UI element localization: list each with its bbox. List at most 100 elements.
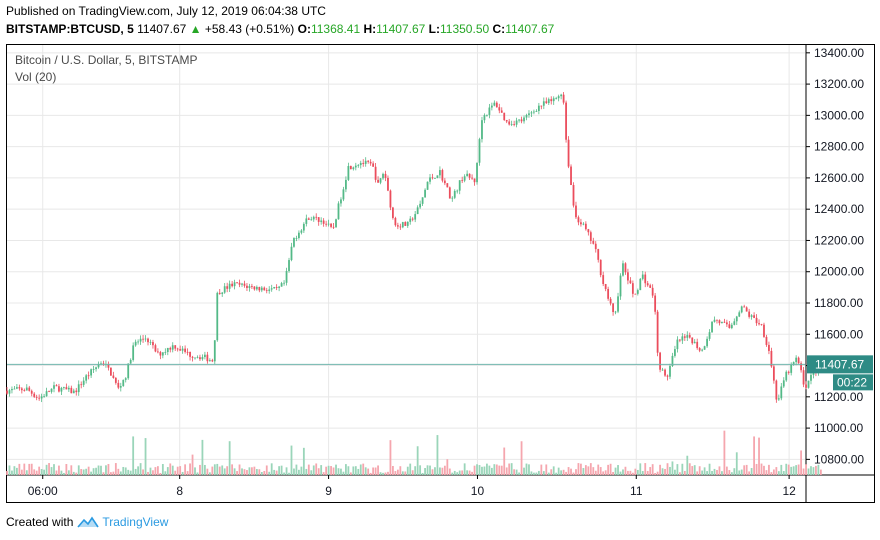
candle-body	[505, 120, 508, 122]
candle-body	[258, 286, 261, 291]
candle-body	[416, 207, 419, 215]
candle-body	[60, 387, 63, 392]
candle-body	[614, 311, 617, 313]
candle-body	[473, 178, 476, 183]
candle-body	[50, 388, 53, 392]
candle-body	[597, 249, 600, 260]
candle-body	[310, 219, 313, 221]
candle-body	[706, 338, 708, 347]
volume-bar	[498, 465, 501, 475]
x-tick-label: 06:00	[28, 484, 58, 498]
volume-bar	[191, 454, 194, 475]
candle-body	[374, 166, 377, 180]
candle-body	[646, 283, 649, 286]
volume-bar	[174, 470, 177, 475]
volume-bar	[738, 470, 741, 475]
candle-body	[602, 275, 605, 285]
volume-bar	[518, 472, 520, 475]
volume-bar	[760, 463, 763, 475]
volume-bar	[273, 469, 276, 475]
volume-bar	[132, 436, 135, 475]
candle-body	[322, 220, 325, 224]
volume-bar	[179, 466, 182, 475]
candle-body	[716, 319, 718, 321]
candle-body	[493, 102, 496, 106]
candle-body	[117, 382, 120, 388]
candle-body	[302, 223, 305, 231]
candle-body	[342, 189, 345, 200]
volume-bar	[693, 465, 696, 475]
candle-body	[320, 220, 323, 222]
candle-body	[738, 312, 741, 317]
candle-body	[528, 113, 530, 116]
candle-body	[293, 238, 295, 247]
candle-body	[263, 287, 266, 291]
volume-bar	[396, 469, 399, 475]
volume-bar	[431, 469, 434, 475]
candle-body	[218, 292, 221, 294]
candle-body	[354, 165, 357, 168]
candle-body	[782, 380, 785, 387]
candle-body	[513, 123, 516, 125]
y-tick-label: 13200.00	[814, 77, 864, 91]
volume-bar	[171, 465, 174, 475]
candle-body	[253, 286, 256, 290]
volume-bar	[394, 471, 397, 475]
candle-body	[735, 316, 738, 322]
candle-body	[728, 324, 731, 329]
volume-bar	[503, 447, 506, 475]
candle-body	[471, 177, 473, 179]
volume-bar	[340, 468, 342, 475]
candle-body	[711, 321, 713, 333]
high-label: H:	[363, 22, 377, 36]
volume-bar	[651, 464, 654, 475]
candle-body	[275, 287, 278, 288]
volume-bar	[770, 472, 773, 475]
volume-bar	[85, 468, 88, 475]
candle-body	[147, 338, 149, 343]
volume-bar	[594, 470, 597, 475]
chart-frame[interactable]	[6, 44, 875, 503]
volume-bar	[204, 464, 206, 475]
volume-bar	[500, 465, 503, 475]
volume-bar	[599, 467, 602, 475]
candle-body	[580, 222, 582, 225]
candle-body	[273, 287, 276, 289]
candle-body	[550, 99, 553, 102]
candle-body	[92, 369, 95, 370]
candle-body	[478, 139, 481, 163]
candle-body	[11, 389, 13, 391]
candle-body	[562, 94, 565, 103]
volume-bar	[735, 452, 738, 475]
candle-body	[280, 283, 283, 287]
volume-bar	[60, 470, 63, 475]
volume-bar	[293, 468, 295, 475]
volume-bar	[572, 472, 575, 475]
candle-body	[409, 218, 412, 222]
volume-bar	[367, 468, 370, 475]
candle-body	[676, 339, 679, 350]
candle-body	[777, 398, 780, 400]
volume-bar	[624, 466, 627, 475]
candle-body	[357, 165, 360, 166]
candle-body	[740, 306, 743, 313]
candle-body	[654, 295, 657, 312]
y-tick-label: 12600.00	[814, 171, 864, 185]
candle-body	[174, 345, 177, 349]
candle-body	[448, 187, 451, 199]
candle-body	[515, 120, 518, 125]
volume-bar	[112, 471, 115, 475]
volume-bar	[114, 463, 117, 475]
volume-bar	[725, 466, 728, 475]
candle-body	[154, 345, 157, 352]
volume-bar	[429, 465, 431, 475]
tradingview-brand-link[interactable]: TradingView	[102, 515, 169, 529]
volume-bar	[733, 468, 736, 475]
candle-body	[238, 282, 241, 285]
candle-body	[500, 110, 503, 113]
volume-bar	[619, 471, 622, 475]
volume-bar	[604, 470, 607, 475]
candle-body	[490, 105, 493, 108]
volume-bar	[364, 467, 367, 475]
